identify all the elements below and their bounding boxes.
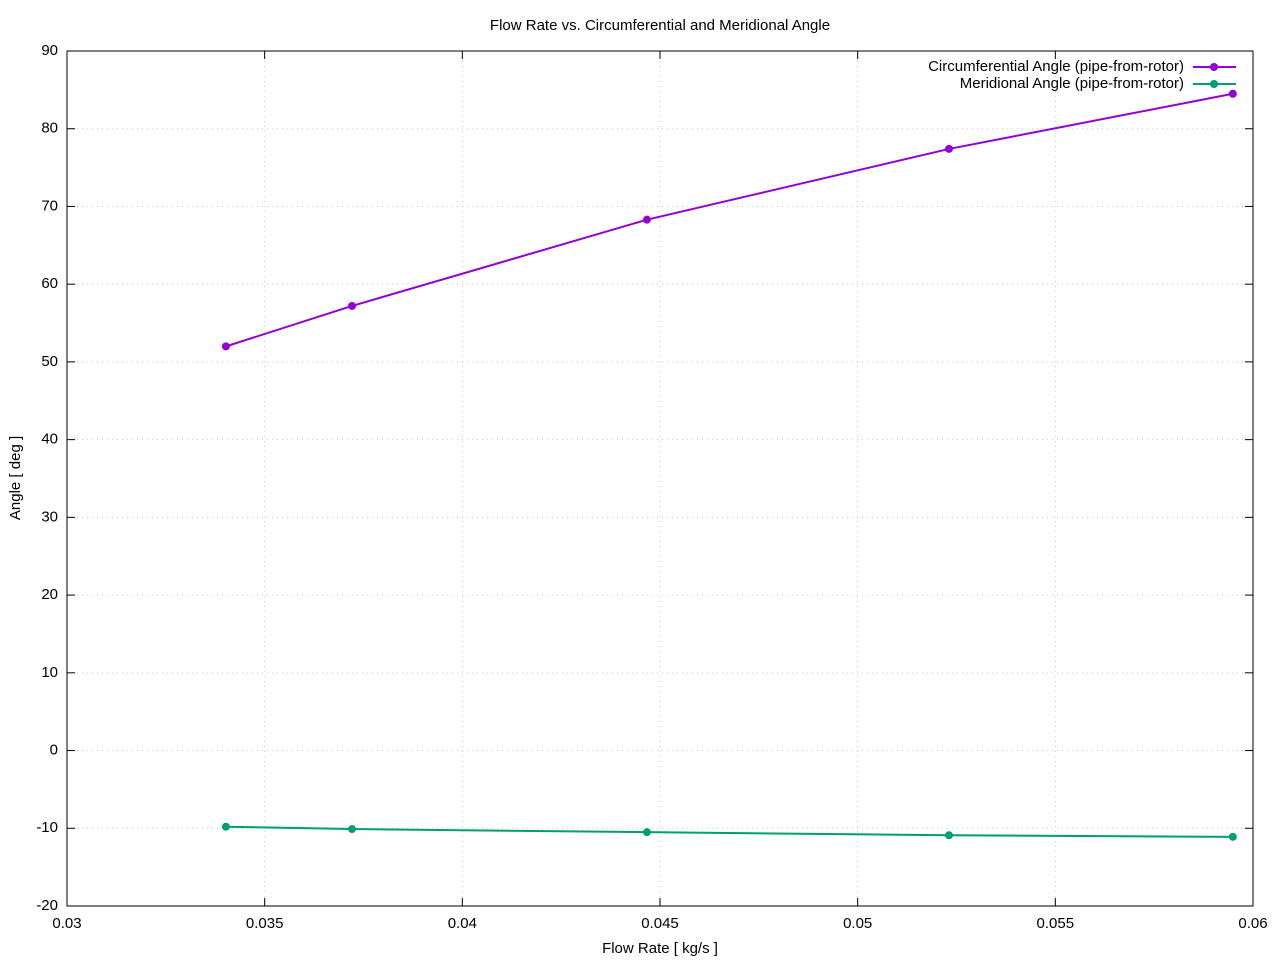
- legend-label: Circumferential Angle (pipe-from-rotor): [928, 58, 1184, 75]
- y-axis-label: Angle [ deg ]: [7, 436, 24, 520]
- x-tick-label: 0.045: [641, 915, 679, 932]
- legend-label: Meridional Angle (pipe-from-rotor): [960, 75, 1184, 92]
- y-tick-label: 20: [41, 586, 58, 603]
- y-tick-label: 40: [41, 431, 58, 448]
- y-tick-label: -10: [36, 819, 58, 836]
- x-tick-label: 0.05: [843, 915, 872, 932]
- y-tick-label: 0: [50, 742, 58, 759]
- data-point: [221, 342, 230, 351]
- data-point: [348, 301, 357, 310]
- data-point: [1228, 832, 1237, 841]
- y-tick-label: 80: [41, 120, 58, 137]
- data-point: [642, 828, 651, 837]
- x-tick-label: 0.04: [448, 915, 477, 932]
- y-tick-label: 10: [41, 664, 58, 681]
- data-point: [1228, 89, 1237, 98]
- data-point: [221, 822, 230, 831]
- y-tick-label: 50: [41, 353, 58, 370]
- chart-title: Flow Rate vs. Circumferential and Meridi…: [490, 17, 830, 34]
- x-tick-label: 0.035: [246, 915, 284, 932]
- data-point: [944, 831, 953, 840]
- y-tick-label: -20: [36, 897, 58, 914]
- y-tick-label: 70: [41, 197, 58, 214]
- plot-border: [66, 50, 1254, 907]
- x-tick-label: 0.06: [1238, 915, 1267, 932]
- x-axis-label: Flow Rate [ kg/s ]: [602, 940, 718, 957]
- series-line: [225, 92, 1234, 348]
- legend-marker: [1210, 63, 1218, 71]
- y-tick-label: 30: [41, 508, 58, 525]
- y-tick-label: 90: [41, 42, 58, 59]
- legend-marker: [1210, 80, 1218, 88]
- series-line: [225, 825, 1233, 838]
- x-tick-label: 0.03: [52, 915, 81, 932]
- data-point: [642, 215, 651, 224]
- y-tick-label: 60: [41, 275, 58, 292]
- data-point: [348, 825, 357, 834]
- data-point: [944, 144, 953, 153]
- x-tick-label: 0.055: [1037, 915, 1075, 932]
